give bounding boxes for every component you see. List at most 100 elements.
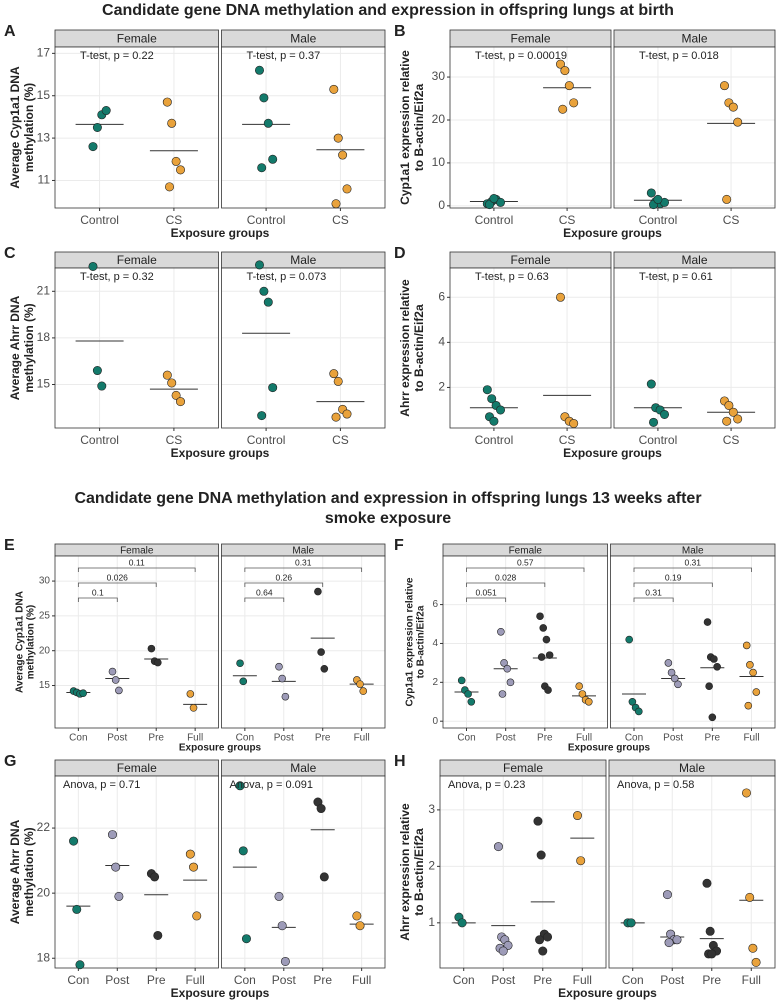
- data-point: [467, 697, 476, 706]
- panel-letter: E: [4, 537, 15, 554]
- data-point: [186, 690, 195, 698]
- data-point: [646, 379, 656, 389]
- y-tick-label: 20: [432, 112, 446, 126]
- comparison-bracket: [466, 567, 585, 572]
- x-tick-label: Con: [625, 733, 643, 744]
- y-axis-label: to B-actin/Eif2a: [412, 84, 426, 172]
- data-point: [320, 665, 329, 673]
- comparison-bracket: [633, 567, 752, 572]
- data-point: [497, 627, 505, 636]
- data-point: [241, 934, 251, 944]
- panel-letter: B: [394, 23, 406, 40]
- data-point: [746, 661, 754, 669]
- y-axis-label: to B-actin/Eif2a: [412, 828, 426, 916]
- x-tick-label: Control: [247, 433, 286, 447]
- data-point: [628, 697, 637, 706]
- data-point: [496, 197, 506, 207]
- stat-annotation: T-test, p = 0.018: [639, 50, 719, 62]
- panel-border: [221, 267, 386, 429]
- data-point: [576, 856, 586, 866]
- data-point: [239, 677, 248, 686]
- data-point: [153, 930, 163, 940]
- y-tick-label: 4: [438, 335, 445, 349]
- y-tick-label: 15: [37, 377, 51, 391]
- x-tick-label: Control: [475, 213, 514, 227]
- panel-border: [221, 46, 386, 209]
- y-axis-label: to B-actin/Eif2a: [412, 304, 426, 392]
- facet-label: Female: [120, 546, 154, 557]
- y-tick-label: 11: [38, 173, 51, 187]
- data-point: [569, 98, 579, 108]
- comparison-bracket: [77, 582, 157, 587]
- x-axis-label: Exposure groups: [558, 986, 657, 1000]
- data-point: [634, 707, 643, 716]
- data-point: [176, 397, 186, 407]
- panel-border: [442, 555, 608, 729]
- plot-panel: [221, 556, 385, 728]
- x-tick-label: Full: [576, 733, 592, 744]
- data-point: [664, 659, 673, 667]
- y-tick-label: 0: [432, 716, 438, 727]
- comparison-bracket: [244, 597, 285, 602]
- data-point: [72, 904, 82, 914]
- y-tick-label: 30: [39, 576, 51, 587]
- data-point: [275, 662, 283, 671]
- data-point: [544, 686, 552, 694]
- data-point: [114, 891, 124, 901]
- data-point: [536, 850, 546, 860]
- data-point: [189, 862, 199, 872]
- comparison-bracket: [633, 597, 674, 602]
- y-tick-label: 18: [37, 950, 51, 964]
- facet-label: Male: [681, 32, 707, 46]
- data-point: [317, 648, 325, 656]
- data-point: [575, 682, 584, 691]
- facet-label: Male: [681, 253, 707, 267]
- y-axis-label: methylation (%): [22, 303, 36, 392]
- data-point: [281, 692, 290, 701]
- data-point: [742, 641, 751, 650]
- data-point: [92, 123, 102, 133]
- facet-label: Female: [117, 253, 157, 267]
- comparison-bracket: [466, 582, 546, 587]
- y-tick-label: 21: [37, 283, 51, 297]
- y-axis-label: Cyp1a1 expression relative: [398, 50, 412, 205]
- x-tick-label: Pre: [147, 973, 166, 987]
- data-point: [101, 106, 111, 116]
- comparison-label: 0.11: [129, 557, 145, 567]
- y-tick-label: 15: [39, 680, 51, 691]
- x-tick-label: Control: [80, 433, 119, 447]
- data-point: [733, 414, 743, 424]
- data-point: [88, 142, 98, 152]
- x-tick-label: Pre: [702, 973, 721, 987]
- x-axis-label: Exposure groups: [568, 743, 651, 754]
- data-point: [724, 400, 734, 410]
- data-point: [545, 651, 554, 659]
- data-point: [235, 781, 245, 791]
- stat-annotation: Anova, p = 0.091: [230, 779, 313, 791]
- data-point: [751, 957, 761, 967]
- facet-label: Male: [290, 253, 316, 267]
- x-tick-label: Pre: [313, 973, 332, 987]
- data-point: [185, 849, 195, 859]
- x-tick-label: Pre: [537, 733, 553, 744]
- x-tick-label: CS: [166, 213, 183, 227]
- comparison-label: 0.57: [517, 557, 534, 567]
- x-tick-label: Post: [107, 733, 127, 744]
- panel-letter: D: [394, 245, 406, 262]
- data-point: [355, 921, 365, 931]
- y-axis-label: methylation (%): [22, 827, 36, 916]
- data-point: [535, 935, 545, 945]
- plot-panel: [221, 268, 385, 428]
- data-point: [713, 662, 721, 671]
- data-point: [259, 93, 269, 103]
- plot-panel: [614, 47, 775, 208]
- data-point: [728, 102, 738, 112]
- data-point: [533, 816, 543, 826]
- data-point: [342, 184, 352, 194]
- y-tick-label: 30: [432, 69, 446, 83]
- data-point: [162, 97, 172, 107]
- data-point: [236, 659, 244, 668]
- x-tick-label: Control: [639, 213, 678, 227]
- facet-label: Female: [117, 32, 157, 46]
- y-axis-label: Ahrr expression relative: [398, 803, 412, 941]
